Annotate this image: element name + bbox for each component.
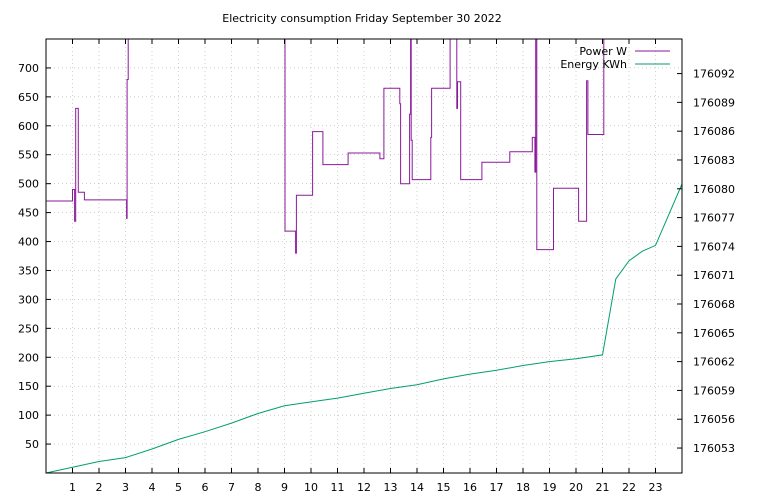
y-tick-label: 550 [18, 149, 39, 162]
x-tick-label: 17 [490, 481, 504, 494]
x-tick-label: 20 [569, 481, 583, 494]
y-tick-label: 250 [18, 322, 39, 335]
y2-tick-label: 176080 [693, 183, 735, 196]
x-tick-label: 12 [357, 481, 371, 494]
y2-tick-label: 176056 [693, 413, 735, 426]
y-tick-label: 450 [18, 207, 39, 220]
x-tick-label: 21 [596, 481, 610, 494]
y2-tick-label: 176089 [693, 96, 735, 109]
y-tick-label: 100 [18, 409, 39, 422]
x-tick-label: 18 [516, 481, 530, 494]
y2-tick-label: 176068 [693, 298, 735, 311]
x-tick-label: 9 [281, 481, 288, 494]
x-tick-label: 4 [149, 481, 156, 494]
legend-label-energy: Energy KWh [560, 58, 627, 71]
legend: Power W Energy KWh [560, 45, 670, 71]
y2-tick-label: 176092 [693, 68, 735, 81]
y-tick-label: 350 [18, 264, 39, 277]
y2-tick-label: 176083 [693, 154, 735, 167]
x-tick-label: 6 [202, 481, 209, 494]
y-tick-label: 650 [18, 91, 39, 104]
x-tick-label: 7 [228, 481, 235, 494]
x-tick-label: 19 [543, 481, 557, 494]
y-tick-label: 700 [18, 62, 39, 75]
x-tick-label: 2 [96, 481, 103, 494]
x-tick-label: 13 [384, 481, 398, 494]
y-tick-label: 50 [25, 438, 39, 451]
y-tick-label: 400 [18, 236, 39, 249]
y2-tick-label: 176059 [693, 384, 735, 397]
x-tick-label: 14 [410, 481, 424, 494]
x-tick-label: 3 [122, 481, 129, 494]
x-tick-label: 5 [175, 481, 182, 494]
x-tick-label: 15 [437, 481, 451, 494]
series-line-power-w [46, 38, 682, 254]
y-tick-label: 600 [18, 120, 39, 133]
axis-ticks: 1 2 3 4 5 6 7 8 9 10 11 12 13 14 15 16 17 18 19 20 21 22 23501… [18, 39, 735, 494]
x-tick-label: 1 [69, 481, 76, 494]
series-layer [45, 38, 683, 474]
y2-tick-label: 176077 [693, 212, 735, 225]
y-tick-label: 300 [18, 293, 39, 306]
series-line-energy-kwh [45, 183, 683, 474]
y-tick-label: 200 [18, 351, 39, 364]
y2-tick-label: 176071 [693, 269, 735, 282]
legend-label-power: Power W [579, 45, 627, 58]
y-tick-label: 150 [18, 380, 39, 393]
x-tick-label: 10 [304, 481, 318, 494]
y2-tick-label: 176062 [693, 356, 735, 369]
y-tick-label: 500 [18, 178, 39, 191]
x-tick-label: 22 [622, 481, 636, 494]
y2-tick-label: 176074 [693, 240, 735, 253]
y2-tick-label: 176086 [693, 125, 735, 138]
y2-tick-label: 176053 [693, 442, 735, 455]
chart-title: Electricity consumption Friday September… [222, 12, 501, 25]
x-tick-label: 23 [649, 481, 663, 494]
y2-tick-label: 176065 [693, 327, 735, 340]
x-tick-label: 16 [463, 481, 477, 494]
x-tick-label: 11 [331, 481, 345, 494]
x-tick-label: 8 [255, 481, 262, 494]
